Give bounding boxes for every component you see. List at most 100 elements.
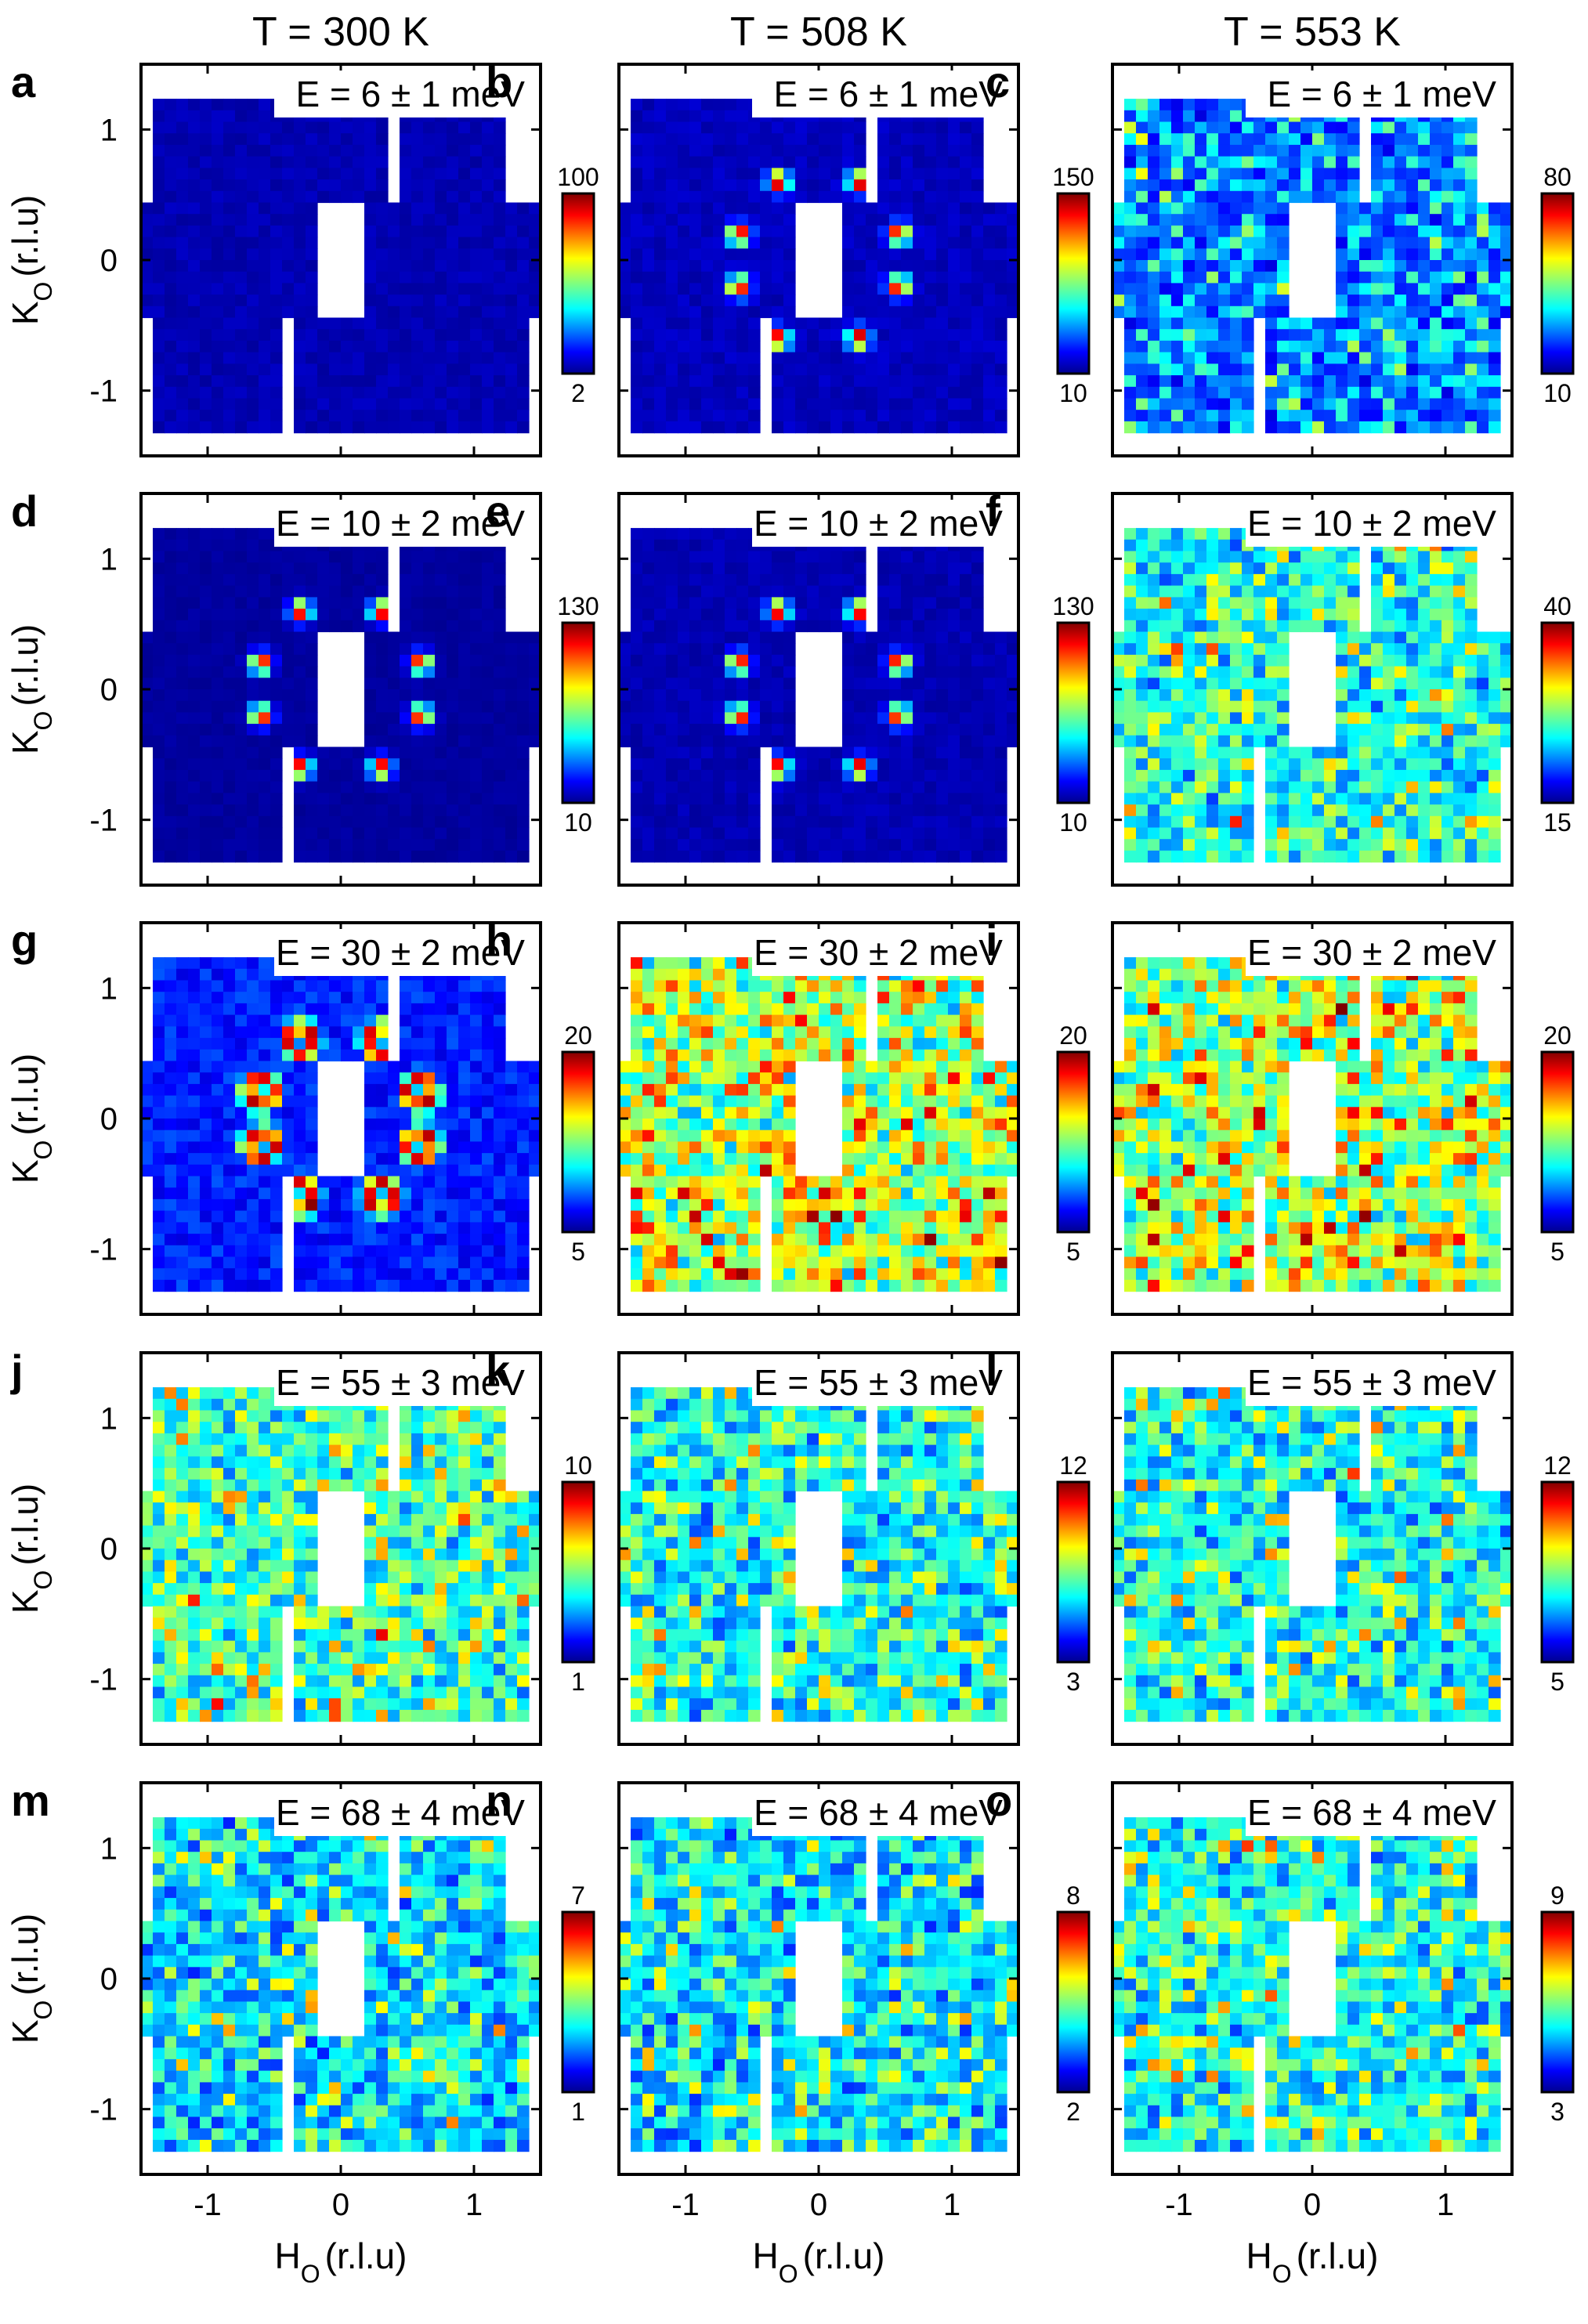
colorbar-min: 1: [571, 1668, 585, 1696]
x-tick-label: -1: [1165, 2188, 1193, 2222]
panel-letter: n: [486, 1776, 512, 1825]
colorbar-min: 10: [1059, 379, 1087, 407]
colorbar-max: 12: [1059, 1451, 1087, 1480]
y-tick-label: -1: [89, 2093, 118, 2127]
colorbar: 12 3: [1056, 1451, 1091, 1696]
panel-f: E = 10 ± 2 meV f 40 15: [986, 486, 1575, 887]
colorbar-min: 15: [1543, 808, 1572, 837]
panel-letter: g: [11, 916, 38, 965]
x-tick-label: -1: [194, 2188, 222, 2222]
colorbar-min: 10: [564, 808, 592, 837]
panel-c: E = 6 ± 1 meV c 80 10: [986, 57, 1575, 457]
panel-letter: i: [986, 916, 998, 965]
energy-label: E = 68 ± 4 meV: [274, 1789, 533, 1836]
colorbar: 80 10: [1540, 163, 1575, 407]
colorbar: 20 5: [1540, 1021, 1575, 1266]
colorbar: 82: [1056, 1881, 1091, 2126]
panel-k: E = 55 ± 3 meV k 12 3: [486, 1346, 1091, 1746]
energy-label: E = 30 ± 2 meV: [274, 929, 533, 976]
svg-text:E = 6 ± 1 meV: E = 6 ± 1 meV: [1268, 74, 1497, 114]
y-axis-label: KO(r.l.u): [5, 1914, 57, 2044]
panel-g: E = 30 ± 2 meV g 20 5: [11, 916, 595, 1316]
colorbar-max: 12: [1543, 1451, 1572, 1480]
colorbar: 12 5: [1540, 1451, 1575, 1696]
y-tick-label: 0: [100, 1532, 118, 1567]
colorbar: 10 1: [561, 1451, 595, 1696]
colorbar-min: 3: [1066, 1668, 1080, 1696]
energy-label: E = 68 ± 4 meV: [1246, 1789, 1504, 1836]
heatmap: [619, 1783, 1018, 2174]
colorbar-max: 40: [1543, 592, 1572, 620]
heatmap: [619, 1353, 1018, 1744]
svg-text:E = 6 ± 1 meV: E = 6 ± 1 meV: [296, 74, 526, 114]
column-title: T = 508 K: [730, 9, 907, 55]
colorbar-min: 5: [1550, 1238, 1564, 1266]
panel-letter: d: [11, 486, 38, 536]
x-axis-label: HO (r.l.u): [275, 2235, 407, 2288]
y-tick-label: 0: [100, 244, 118, 278]
panel-h: E = 30 ± 2 meV h 20 5: [486, 916, 1091, 1316]
heatmap: [1112, 1353, 1512, 1744]
y-tick-label: -1: [89, 374, 118, 409]
heatmap: [141, 64, 541, 456]
colorbar-min: 2: [1066, 2098, 1080, 2126]
colorbar-max: 100: [557, 163, 599, 191]
colorbar: 130 10: [557, 592, 599, 837]
panel-letter: a: [11, 57, 36, 107]
colorbar: 40 15: [1540, 592, 1575, 837]
heatmap: [619, 923, 1018, 1314]
colorbar-max: 20: [1059, 1021, 1087, 1050]
colorbar-max: 10: [564, 1451, 592, 1480]
colorbar-min: 10: [1543, 379, 1572, 407]
energy-label: E = 68 ± 4 meV: [752, 1789, 1011, 1836]
colorbar-max: 8: [1066, 1881, 1080, 1910]
colorbar-max: 150: [1052, 163, 1094, 191]
heatmap: [1112, 493, 1512, 885]
heatmap: [141, 923, 541, 1314]
x-axis-label: HO (r.l.u): [753, 2235, 885, 2288]
colorbar: 150 10: [1052, 163, 1094, 407]
panel-letter: h: [486, 916, 512, 965]
y-tick-label: 0: [100, 673, 118, 707]
panel-letter: j: [10, 1346, 24, 1395]
panel-b: E = 6 ± 1 meV b 150 10: [486, 57, 1094, 457]
energy-label: E = 10 ± 2 meV: [274, 500, 533, 547]
x-tick-label: 0: [810, 2188, 827, 2222]
y-tick-label: 1: [100, 113, 118, 147]
colorbar-min: 5: [1550, 1668, 1564, 1696]
column-title: T = 300 K: [252, 9, 429, 55]
colorbar-min: 3: [1550, 2098, 1564, 2126]
colorbar-max: 7: [571, 1881, 585, 1910]
x-tick-label: 1: [1437, 2188, 1454, 2222]
panel-l: E = 55 ± 3 meV l 12 5: [986, 1346, 1575, 1746]
energy-label: E = 10 ± 2 meV: [1246, 500, 1504, 547]
colorbar: 20 5: [1056, 1021, 1091, 1266]
svg-text:E = 10 ± 2 meV: E = 10 ± 2 meV: [754, 503, 1003, 544]
panel-a: E = 6 ± 1 meV a 100 2: [11, 57, 599, 457]
y-tick-label: 0: [100, 1962, 118, 1997]
colorbar-max: 9: [1550, 1881, 1564, 1910]
x-tick-label: 0: [1304, 2188, 1321, 2222]
x-tick-label: 1: [943, 2188, 960, 2222]
colorbar-max: 80: [1543, 163, 1572, 191]
y-tick-label: -1: [89, 1233, 118, 1267]
y-tick-label: 1: [100, 542, 118, 576]
panel-letter: l: [986, 1346, 998, 1395]
panel-letter: b: [486, 57, 512, 107]
heatmap: [1112, 64, 1512, 456]
heatmap: [619, 493, 1018, 885]
colorbar: 130 10: [1052, 592, 1094, 837]
colorbar-max: 20: [564, 1021, 592, 1050]
energy-label: E = 6 ± 1 meV: [1246, 70, 1504, 117]
panel-e: E = 10 ± 2 meV e 130 10: [486, 486, 1094, 887]
heatmap: [619, 64, 1018, 456]
panel-letter: e: [486, 486, 510, 536]
y-axis-label: KO(r.l.u): [5, 195, 57, 325]
colorbar-max: 130: [1052, 592, 1094, 620]
y-tick-label: 1: [100, 1401, 118, 1436]
x-tick-label: 0: [332, 2188, 349, 2222]
heatmap: [141, 1353, 541, 1744]
